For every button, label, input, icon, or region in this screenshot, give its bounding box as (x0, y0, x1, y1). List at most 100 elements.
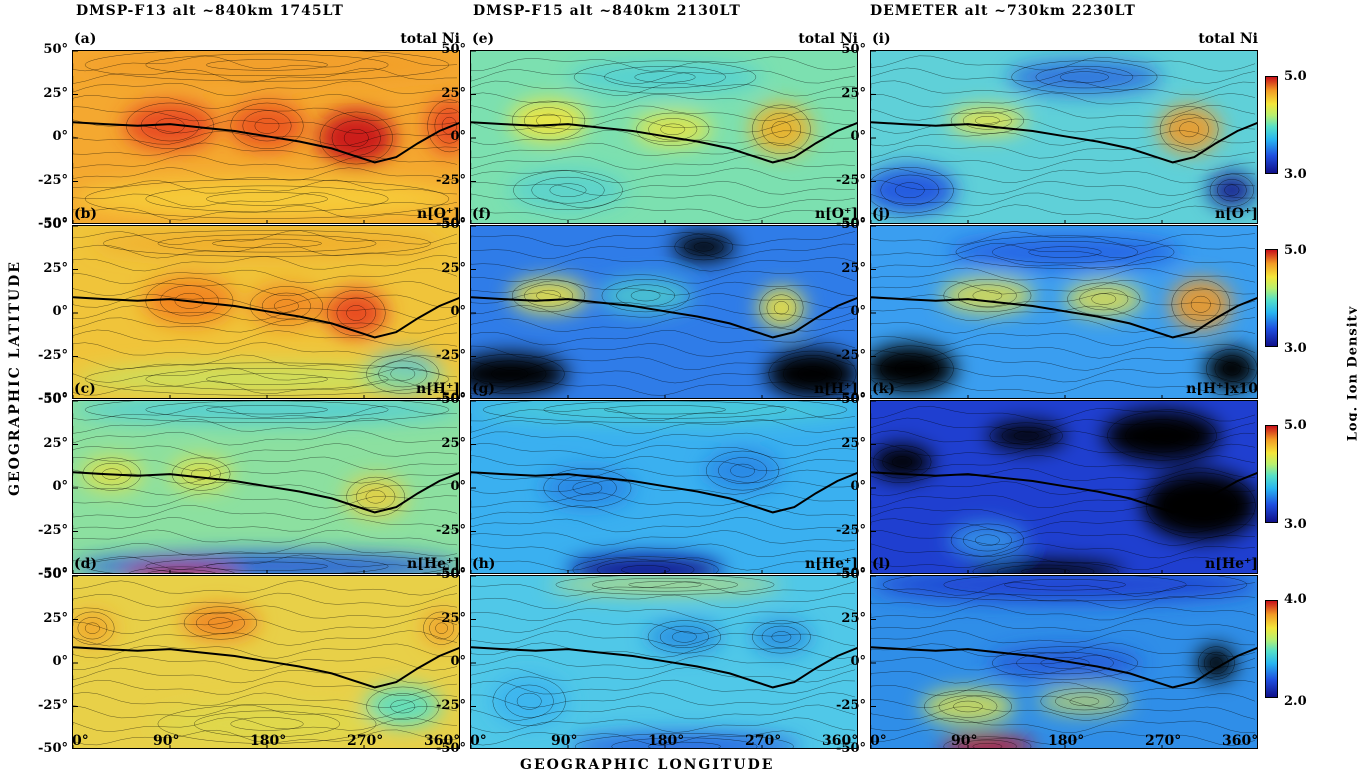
contour-line (471, 257, 856, 272)
contour-ring (1164, 483, 1238, 528)
contour-ring (208, 617, 233, 629)
density-region (150, 703, 384, 745)
contour-line (73, 317, 458, 334)
contour-ring (992, 240, 1138, 264)
contour-line (871, 355, 1256, 371)
contour-ring (660, 123, 686, 135)
panel-letter: (i) (872, 31, 891, 47)
contour-ring (390, 699, 416, 714)
density-region (181, 605, 260, 641)
contour-ring (84, 179, 450, 219)
contour-map (73, 226, 459, 398)
colorbar-row-3 (1265, 425, 1278, 523)
colorbar-2-max: 5.0 (1284, 243, 1307, 258)
contour-ring (543, 401, 787, 419)
contour-line (73, 267, 458, 284)
contour-line (73, 605, 458, 621)
contour-line (73, 554, 458, 570)
panel-quantity-label: n[He⁺] (407, 556, 460, 572)
contour-line (871, 305, 1256, 321)
density-region (123, 101, 217, 151)
density-region (73, 178, 459, 220)
y-tick-label: 50° (841, 392, 866, 407)
contour-line (471, 642, 856, 659)
contour-ring (167, 572, 196, 573)
density-region (871, 444, 934, 480)
contour-ring (950, 107, 1025, 134)
panel-quantity-label: n[O⁺] (416, 206, 460, 222)
contour-ring (103, 230, 431, 257)
contour-ring (958, 739, 1017, 748)
contour-ring (343, 129, 369, 147)
y-tick-label: -25° (836, 697, 866, 713)
contour-line (73, 469, 458, 484)
density-region (1208, 172, 1256, 208)
map-panel-e (470, 50, 858, 224)
contour-line (871, 343, 1256, 359)
contour-ring (621, 565, 671, 573)
density-region (73, 610, 116, 646)
contour-line (871, 279, 1256, 295)
density-region (1065, 281, 1143, 317)
column-title-demeter: DEMETER alt ~730km 2230LT (870, 3, 1136, 19)
density-region (987, 645, 1143, 681)
contour-ring (84, 553, 450, 573)
contour-ring (355, 483, 396, 510)
contour-ring (659, 625, 709, 649)
contour-line (871, 405, 1256, 422)
density-region (940, 736, 1034, 748)
y-tick-label: 25° (43, 85, 68, 101)
contour-line (471, 619, 856, 634)
contour-ring (630, 289, 661, 302)
contour-ring (1069, 696, 1100, 706)
contour-line (471, 243, 856, 259)
y-tick-label: -25° (38, 172, 68, 188)
density-region (73, 361, 459, 397)
y-tick-label: 50° (441, 42, 466, 57)
contour-ring (752, 104, 811, 155)
contour-line (471, 431, 856, 447)
contour-line (871, 367, 1256, 384)
contour-ring (378, 360, 428, 388)
contour-ring (962, 529, 1012, 552)
y-tick-label: 25° (441, 260, 466, 276)
contour-ring (434, 108, 459, 144)
y-tick-label: -50° (38, 216, 68, 231)
contour-ring (1190, 295, 1211, 313)
contour-ring (938, 695, 998, 718)
contour-line (73, 704, 458, 720)
contour-line (871, 192, 1256, 208)
contour-ring (160, 285, 219, 317)
density-region (871, 576, 1257, 603)
contour-ring (992, 646, 1138, 680)
contour-line (73, 580, 458, 596)
x-tick-label: 0° (870, 733, 887, 749)
contour-line (471, 406, 856, 422)
contour-ring (672, 631, 697, 643)
contour-ring (346, 476, 405, 517)
contour-ring (423, 611, 459, 645)
contour-ring (1224, 184, 1240, 196)
contour-line (471, 329, 856, 346)
density-region (1103, 409, 1221, 462)
contour-ring (274, 299, 299, 313)
contour-line (871, 617, 1256, 633)
y-tick-label: -25° (836, 522, 866, 538)
contour-line (871, 530, 1256, 546)
contour-ring (128, 566, 236, 573)
contour-ring (471, 354, 565, 394)
contour-line (871, 454, 1256, 470)
panel-letter: (d) (74, 556, 98, 572)
contour-ring (191, 468, 211, 480)
colorbar-4-max: 4.0 (1284, 592, 1307, 607)
contour-ring (1028, 246, 1102, 258)
contour-ring (543, 468, 632, 508)
contour-ring (783, 358, 842, 390)
density-region (73, 401, 459, 424)
contour-line (471, 593, 856, 609)
colorbar-1-min: 3.0 (1284, 167, 1307, 182)
y-tick-label: 25° (441, 435, 466, 451)
contour-ring (181, 462, 221, 486)
contour-ring (895, 182, 925, 199)
y-tick-label: 50° (841, 217, 866, 232)
